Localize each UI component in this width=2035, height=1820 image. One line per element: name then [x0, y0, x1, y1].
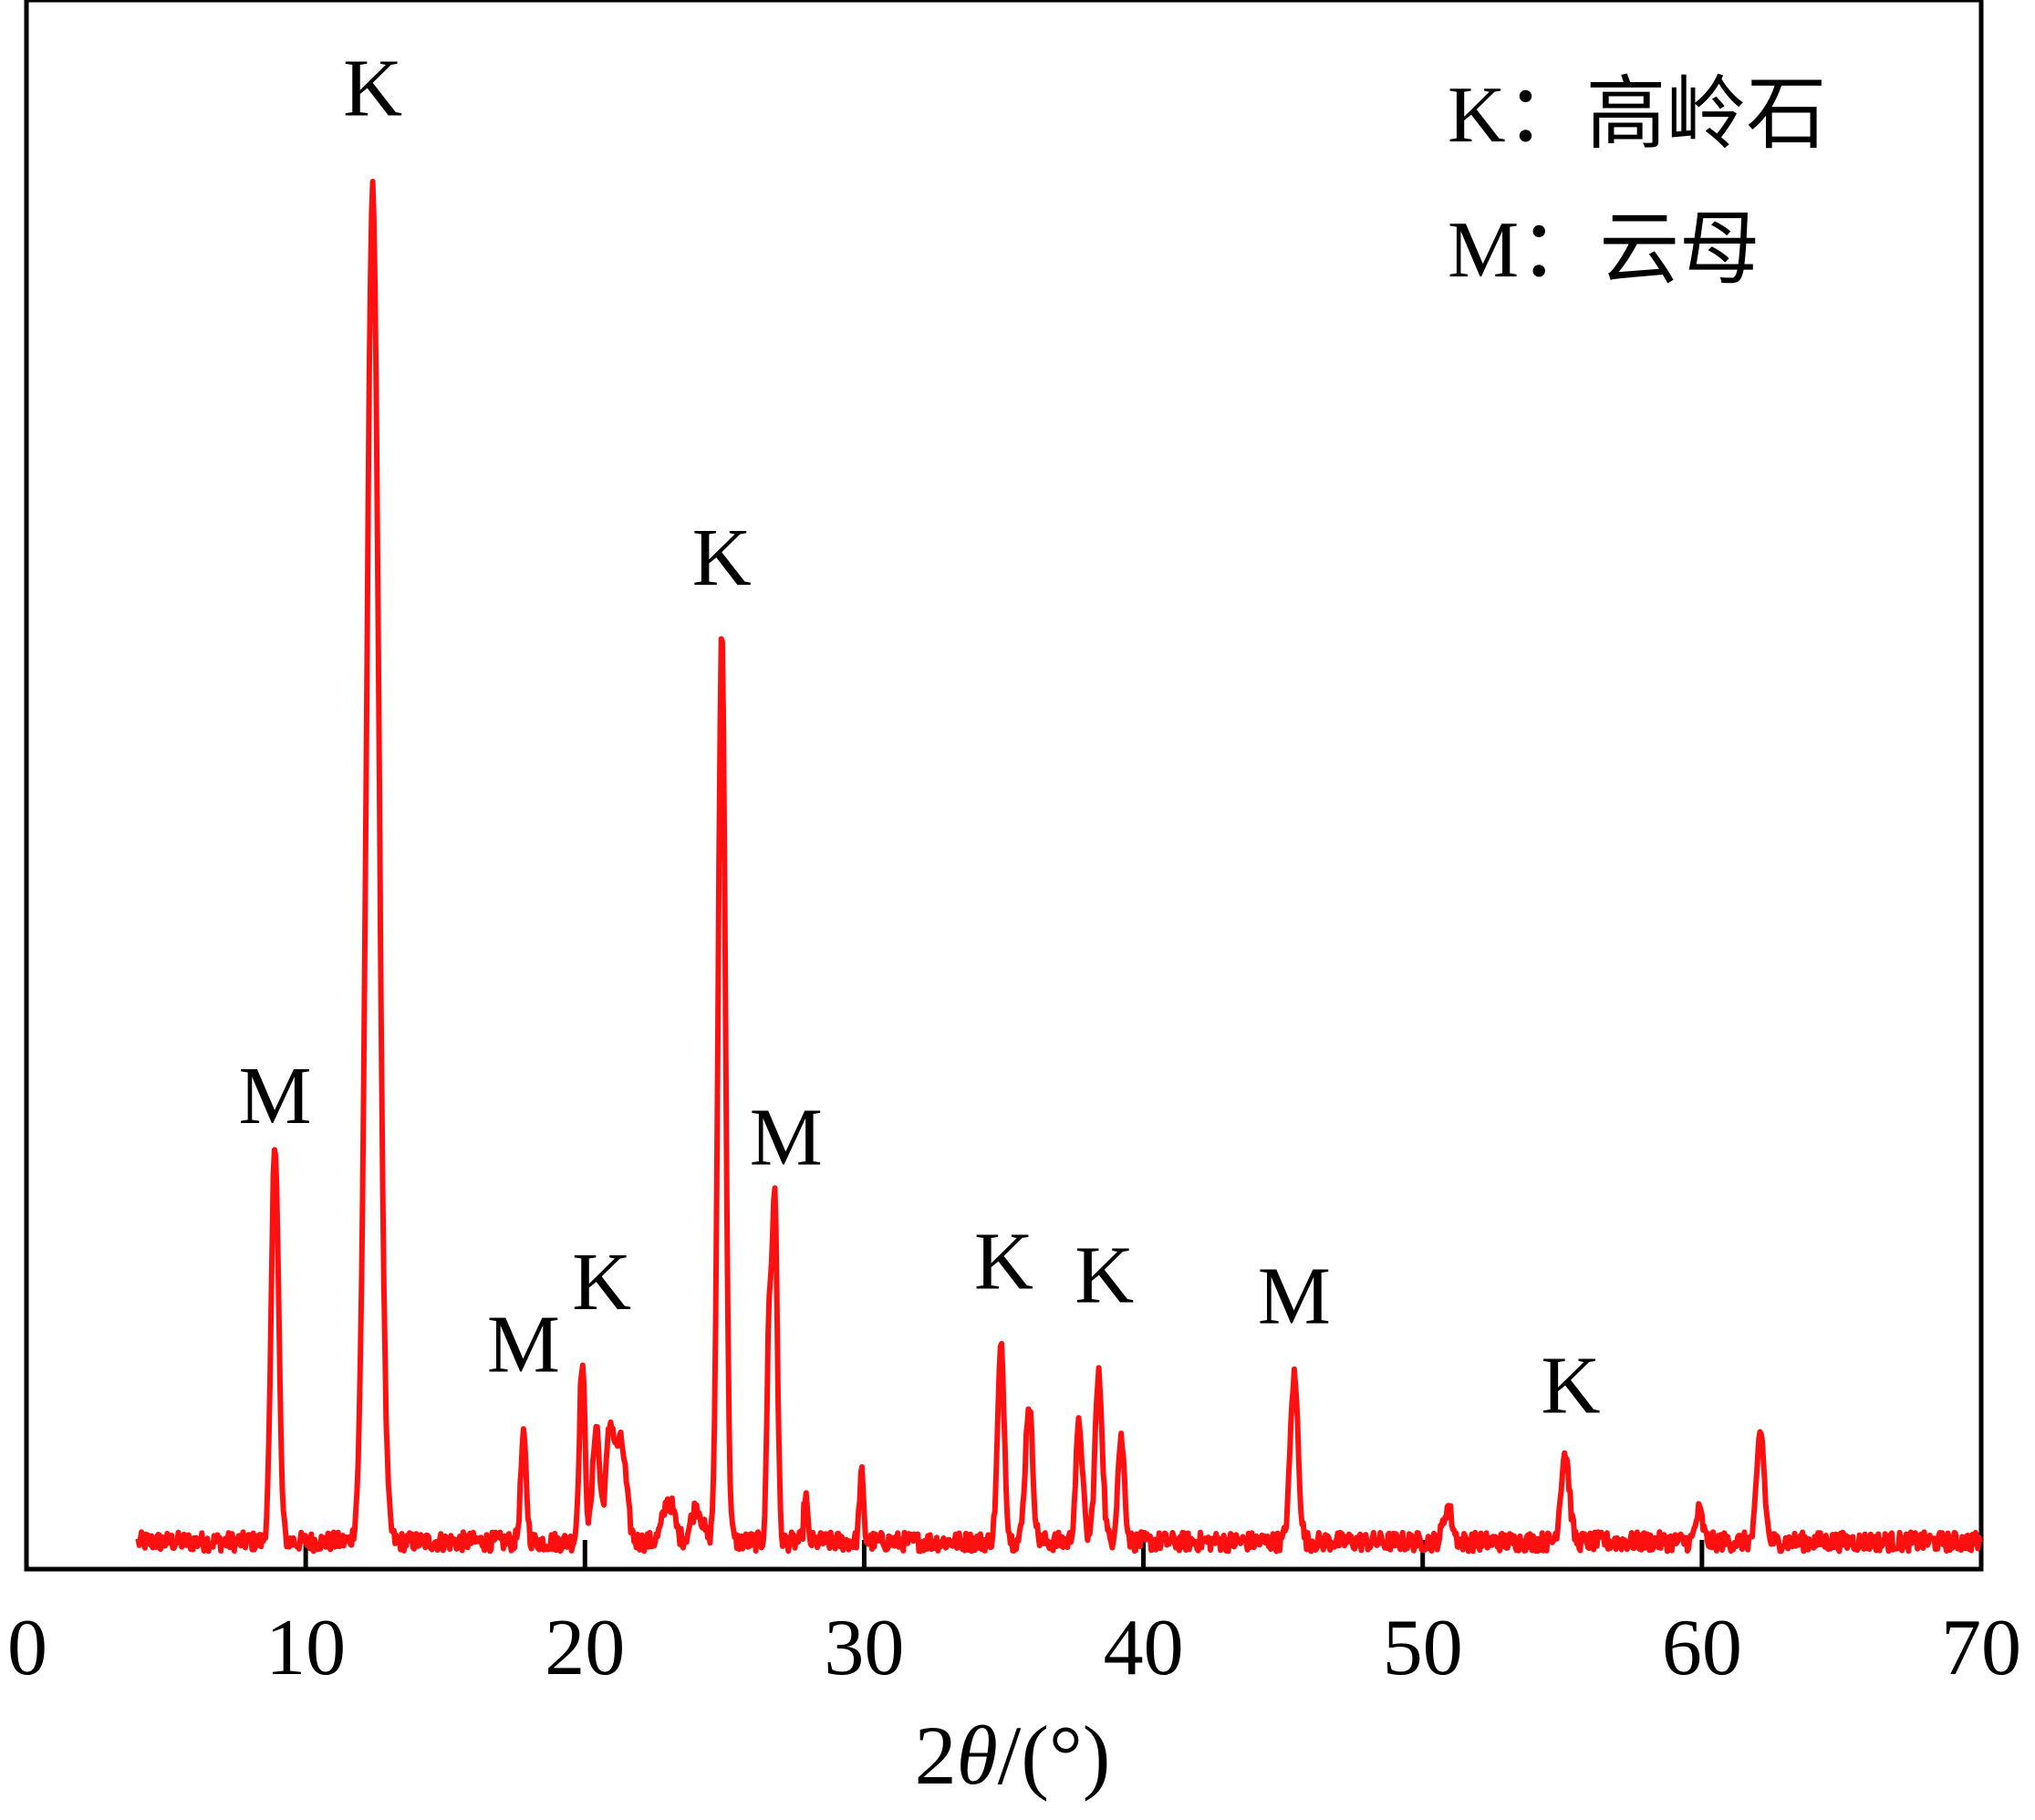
x-axis-title-theta: θ [957, 1709, 998, 1802]
x-ticks [24, 1540, 1984, 1569]
x-tick-label: 20 [545, 1604, 625, 1692]
legend-item-k: K：高岭石 [1448, 71, 1827, 160]
x-tick-labels: 0 10 20 30 40 50 60 70 [7, 1604, 2021, 1692]
peak-label-k: K [974, 1217, 1033, 1307]
x-tick-label: 50 [1383, 1604, 1463, 1692]
xrd-series-line [135, 178, 1983, 1555]
peak-label-m: M [750, 1092, 823, 1182]
legend-item-m: M：云母 [1448, 206, 1760, 295]
plot-frame [24, 0, 1984, 1572]
peak-label-k: K [1075, 1231, 1134, 1321]
x-axis-title: 2θ/(°) [915, 1709, 1111, 1802]
x-tick-label: 30 [824, 1604, 904, 1692]
peak-label-m: M [238, 1051, 311, 1141]
peak-label-k: K [572, 1237, 631, 1327]
x-axis-title-prefix: 2 [915, 1709, 957, 1802]
x-tick-label: 40 [1104, 1604, 1184, 1692]
peak-label-m: M [487, 1299, 560, 1389]
peak-label-k: K [343, 43, 402, 133]
peak-label-k: K [692, 513, 752, 603]
x-tick-label: 0 [7, 1604, 47, 1692]
legend: K：高岭石 M：云母 [1448, 71, 1827, 295]
peak-label-m: M [1258, 1251, 1331, 1341]
x-tick-label: 10 [265, 1604, 346, 1692]
x-tick-label: 60 [1662, 1604, 1742, 1692]
peak-label-k: K [1541, 1341, 1600, 1431]
x-tick-label: 70 [1941, 1604, 2021, 1692]
x-axis-title-suffix: /(°) [998, 1709, 1111, 1802]
